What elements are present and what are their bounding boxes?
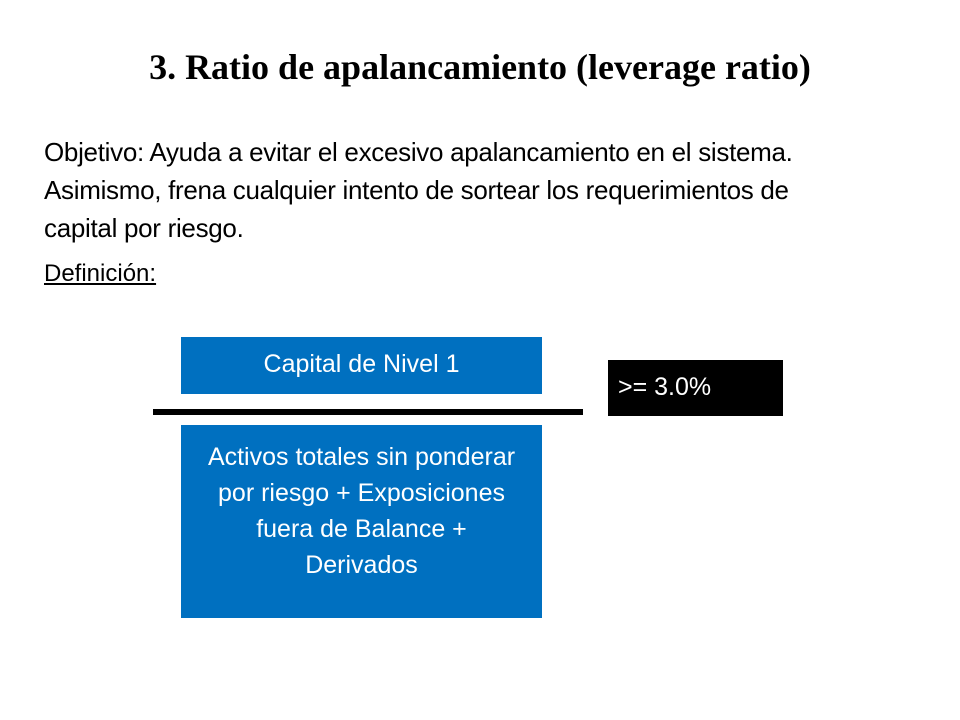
objective-line: Objetivo: Ayuda a evitar el excesivo apa… — [44, 137, 793, 167]
objective-line: capital por riesgo. — [44, 213, 244, 243]
formula-numerator-box: Capital de Nivel 1 — [181, 337, 542, 394]
formula-result-box: >= 3.0% — [608, 360, 783, 416]
denominator-line: fuera de Balance + — [256, 515, 467, 543]
fraction-line — [153, 409, 583, 415]
objective-line: Asimismo, frena cualquier intento de sor… — [44, 175, 789, 205]
denominator-line: Activos totales sin ponderar — [207, 443, 516, 471]
definition-label: Definición: — [44, 260, 157, 287]
slide-title: 3. Ratio de apalancamiento (leverage rat… — [149, 47, 811, 87]
formula-denominator-box: Activos totales sin ponderar por riesgo … — [181, 425, 542, 618]
objective-text: Objetivo: Ayuda a evitar el excesivo apa… — [44, 133, 924, 247]
denominator-line: por riesgo + Exposiciones — [218, 479, 505, 507]
denominator-line: Derivados — [305, 551, 418, 579]
